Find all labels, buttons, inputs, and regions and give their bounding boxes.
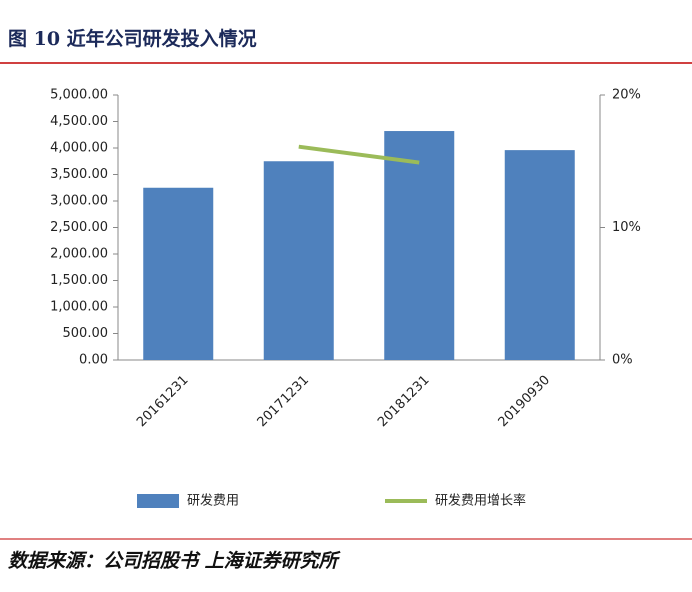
bar	[143, 187, 214, 360]
x-tick-label: 20181231	[375, 373, 432, 430]
bar	[263, 161, 334, 360]
source-note: 数据来源：公司招股书 上海证券研究所	[8, 550, 341, 572]
x-tick-label: 20171231	[255, 373, 312, 430]
y-tick-label: 500.00	[63, 326, 109, 341]
y-tick-label: 4,500.00	[50, 114, 108, 129]
page-title: 图 10 近年公司研发投入情况	[8, 27, 257, 50]
legend-swatch	[137, 494, 179, 508]
y-tick-label: 3,500.00	[50, 167, 108, 182]
legend-label: 研发费用增长率	[435, 493, 526, 509]
y-tick-label: 3,000.00	[50, 194, 108, 209]
bar	[504, 150, 575, 360]
line	[298, 144, 420, 165]
y-tick-label: 5,000.00	[50, 88, 108, 103]
y2-tick-label: 0%	[612, 353, 633, 368]
legend-label: 研发费用	[187, 493, 239, 509]
y-tick-label: 2,000.00	[50, 247, 108, 262]
y-tick-label: 1,500.00	[50, 273, 108, 288]
y-tick-label: 2,500.00	[50, 220, 108, 235]
bar	[384, 131, 455, 360]
x-tick-label: 20190930	[496, 373, 553, 430]
x-tick-label: 20161231	[134, 373, 191, 430]
y2-tick-label: 10%	[612, 220, 641, 235]
y-tick-label: 4,000.00	[50, 141, 108, 156]
y-tick-label: 1,000.00	[50, 300, 108, 315]
y2-tick-label: 20%	[612, 88, 641, 103]
y-tick-label: 0.00	[79, 353, 108, 368]
